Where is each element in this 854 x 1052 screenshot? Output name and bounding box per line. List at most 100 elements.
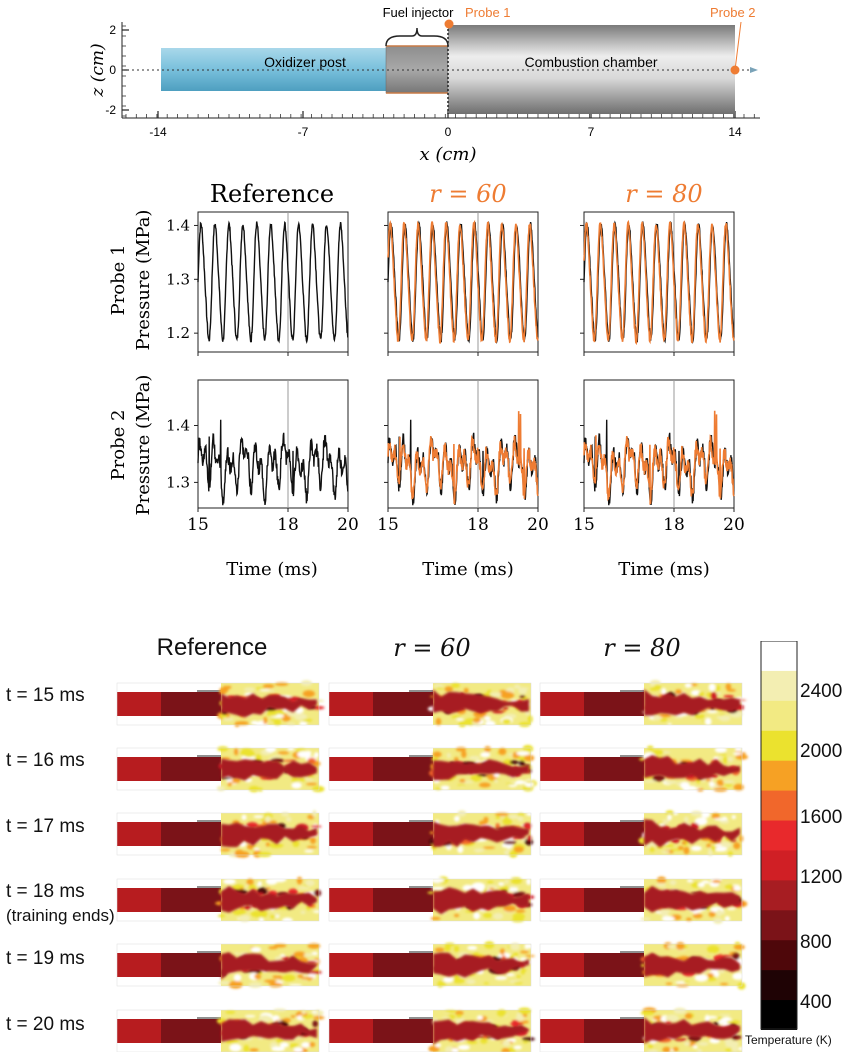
snapshot-reference-t17 bbox=[116, 810, 322, 858]
xlabel-r80: Time (ms) bbox=[618, 559, 710, 580]
pressure-panel-probe1-r60 bbox=[384, 211, 539, 356]
snapshot-r60-t19 bbox=[328, 941, 536, 988]
snapshot-reference-t19 bbox=[116, 943, 322, 989]
row-label-t17: t = 17 ms bbox=[6, 816, 85, 837]
snapshot-r60-t17 bbox=[328, 810, 534, 858]
row-label-t15: t = 15 ms bbox=[6, 685, 85, 706]
colorbar-swatch bbox=[761, 820, 797, 851]
colorbar-swatch bbox=[761, 700, 797, 732]
ylabel-probe1: Pressure (MPa) bbox=[133, 210, 154, 351]
xlabel-r60: Time (ms) bbox=[422, 559, 514, 580]
rom-trace bbox=[387, 411, 539, 505]
probe-2-label: Probe 2 bbox=[710, 5, 756, 20]
row-label-t19: t = 19 ms bbox=[6, 948, 85, 969]
pressure-panel-probe1-reference: 1.2 1.3 1.4 bbox=[166, 211, 349, 356]
colorbar-swatch bbox=[761, 730, 797, 762]
geometry-xtick-0: -14 bbox=[149, 125, 167, 139]
xtick-label: 15 bbox=[573, 515, 595, 535]
geometry-xtick-3: 7 bbox=[588, 125, 595, 139]
colorbar-swatch bbox=[761, 1000, 797, 1030]
ylabel-probe2: Pressure (MPa) bbox=[133, 375, 154, 516]
rom-trace bbox=[583, 219, 735, 346]
probe-1-marker bbox=[444, 19, 454, 29]
probe-1-label: Probe 1 bbox=[465, 5, 511, 20]
pressure-panel-probe1-r80 bbox=[580, 211, 735, 356]
geometry-xtick-2: 0 bbox=[445, 125, 452, 139]
xtick-label: 18 bbox=[663, 515, 685, 535]
snapshot-r60-t16 bbox=[328, 744, 537, 792]
colorbar-tick-2400: 2400 bbox=[800, 681, 843, 702]
xtick-label: 15 bbox=[187, 515, 209, 535]
xtick-label: 20 bbox=[527, 515, 549, 535]
snapshot-reference-t16 bbox=[116, 745, 325, 793]
row-label-probe1: Probe 1 bbox=[108, 245, 129, 316]
row-label-probe2: Probe 2 bbox=[108, 410, 129, 481]
ytick-label: 1.2 bbox=[166, 324, 190, 342]
reference-trace bbox=[197, 220, 349, 345]
ytick-label: 1.4 bbox=[166, 216, 190, 234]
ytick-label: 1.3 bbox=[166, 473, 190, 491]
title-reference: Reference bbox=[210, 180, 334, 208]
rom-trace bbox=[387, 219, 539, 344]
colorbar-swatch bbox=[761, 760, 797, 792]
geometry-xlabel: x (cm) bbox=[419, 144, 476, 165]
snapshot-r80-t19 bbox=[539, 941, 746, 990]
colorbar-swatch bbox=[761, 641, 797, 672]
row-label-t16: t = 16 ms bbox=[6, 750, 85, 771]
geometry-schematic: Oxidizer post Combustion chamber Fuel in… bbox=[88, 5, 760, 165]
training-ends-note: (training ends) bbox=[6, 906, 115, 925]
colorbar-swatch bbox=[761, 790, 797, 822]
snapshot-reference-t18 bbox=[116, 875, 323, 925]
snapshot-r80-t15 bbox=[539, 679, 747, 726]
reference-trace bbox=[197, 419, 349, 506]
snapshot-title-reference: Reference bbox=[156, 634, 268, 661]
xtick-label: 18 bbox=[467, 515, 489, 535]
row-label-t20: t = 20 ms bbox=[6, 1014, 85, 1035]
colorbar-label: Temperature (K) bbox=[745, 1033, 832, 1047]
snapshot-r60-t15 bbox=[328, 682, 533, 728]
geometry-ztick-0: 2 bbox=[109, 23, 116, 37]
xtick-label: 20 bbox=[337, 515, 359, 535]
colorbar-tick-400: 400 bbox=[800, 992, 832, 1013]
colorbar-swatch bbox=[761, 850, 797, 881]
colorbar-swatch bbox=[761, 880, 797, 911]
snapshot-r60-t20 bbox=[328, 1007, 535, 1052]
title-r60: r = 60 bbox=[429, 180, 506, 208]
pressure-panel-probe2-r80: 15 18 20 bbox=[573, 379, 745, 535]
snapshot-reference-t15 bbox=[116, 680, 325, 729]
geometry-zlabel: z (cm) bbox=[88, 43, 108, 97]
chamber-label: Combustion chamber bbox=[524, 54, 657, 70]
title-r80: r = 80 bbox=[625, 180, 702, 208]
xtick-label: 20 bbox=[723, 515, 745, 535]
geometry-ztick-1: 0 bbox=[109, 63, 116, 77]
oxidizer-label: Oxidizer post bbox=[264, 54, 346, 70]
geometry-ztick-2: -2 bbox=[105, 103, 116, 117]
colorbar-tick-1200: 1200 bbox=[800, 867, 843, 888]
colorbar-swatch bbox=[761, 910, 797, 941]
colorbar-swatch bbox=[761, 970, 797, 1001]
row-label-t18: t = 18 ms bbox=[6, 881, 85, 902]
ytick-label: 1.3 bbox=[166, 270, 190, 288]
snapshot-r80-t20 bbox=[539, 1007, 744, 1052]
colorbar-swatch bbox=[761, 670, 797, 702]
ytick-label: 1.4 bbox=[166, 417, 190, 435]
colorbar-tick-1600: 1600 bbox=[800, 807, 843, 828]
rom-trace bbox=[583, 410, 735, 505]
xtick-label: 15 bbox=[377, 515, 399, 535]
snapshot-reference-t20 bbox=[116, 1008, 325, 1052]
pressure-panel-probe2-reference: 1.3 1.4 15 18 20 bbox=[166, 379, 359, 535]
snapshot-r80-t18 bbox=[539, 876, 748, 924]
injector-brace bbox=[385, 27, 449, 47]
geometry-xtick-4: 14 bbox=[728, 125, 742, 139]
colorbar bbox=[760, 641, 798, 1030]
temperature-snapshots bbox=[116, 679, 749, 1052]
colorbar-tick-800: 800 bbox=[800, 932, 832, 953]
snapshot-r80-t16 bbox=[539, 745, 749, 793]
injector-label: Fuel injector bbox=[383, 5, 454, 20]
snapshot-r80-t17 bbox=[539, 810, 744, 857]
snapshot-r60-t18 bbox=[328, 876, 535, 923]
pressure-traces: Reference r = 60 r = 80 Probe 1 Pressure… bbox=[108, 180, 745, 580]
snapshot-title-r60: r = 60 bbox=[393, 634, 471, 662]
colorbar-tick-2000: 2000 bbox=[800, 741, 843, 762]
colorbar-swatch bbox=[761, 940, 797, 971]
